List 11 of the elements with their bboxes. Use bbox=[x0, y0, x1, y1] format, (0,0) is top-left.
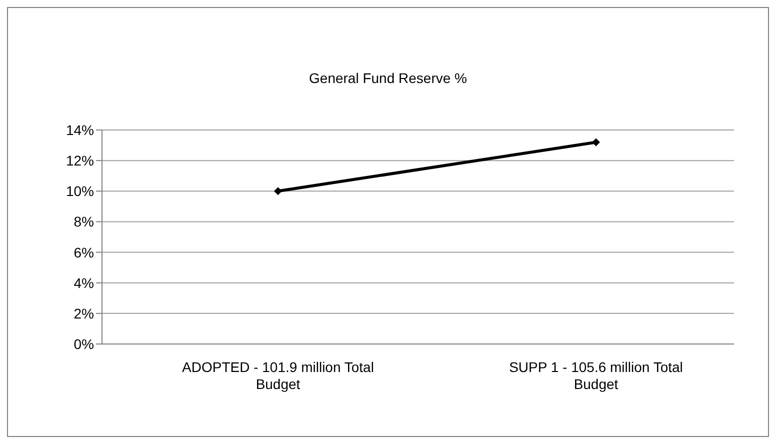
y-tick-label: 2% bbox=[74, 305, 94, 322]
x-tick-label: SUPP 1 - 105.6 million Total Budget bbox=[509, 359, 683, 392]
y-tick-label: 4% bbox=[74, 274, 94, 291]
y-tick-label: 12% bbox=[66, 152, 94, 169]
y-tick-label: 8% bbox=[74, 214, 94, 230]
y-tick-label: 14% bbox=[66, 122, 94, 138]
chart-title: General Fund Reserve % bbox=[308, 70, 468, 86]
x-tick-label: ADOPTED - 101.9 million Total Budget bbox=[182, 359, 374, 392]
y-tick-label: 0% bbox=[74, 336, 94, 352]
y-tick-label: 6% bbox=[74, 244, 94, 260]
y-tick-label: 10% bbox=[66, 183, 94, 200]
